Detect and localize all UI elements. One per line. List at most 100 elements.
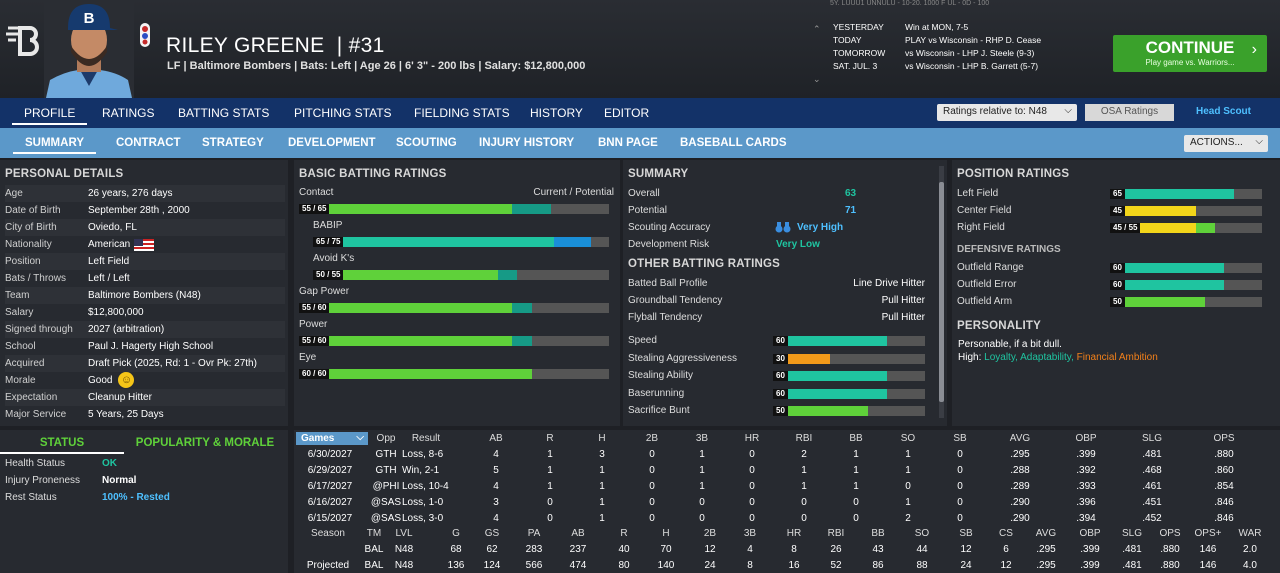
- tab-fielding-stats[interactable]: FIELDING STATS: [414, 106, 510, 120]
- tab-editor[interactable]: EDITOR: [604, 106, 650, 120]
- status-tab[interactable]: STATUS: [0, 430, 124, 454]
- game-stat: 4: [493, 481, 499, 492]
- tab-batting-stats[interactable]: BATTING STATS: [178, 106, 270, 120]
- game-stat: 0: [749, 513, 755, 524]
- game-stat: .846: [1214, 497, 1234, 508]
- chevron-up-icon[interactable]: ⌃: [813, 24, 821, 34]
- game-stat: 0: [957, 497, 963, 508]
- subtab-injury-history[interactable]: INJURY HISTORY: [479, 137, 575, 149]
- tab-pitching-stats[interactable]: PITCHING STATS: [294, 106, 392, 120]
- running-rating-name: Stealing Ability: [628, 370, 694, 381]
- continue-button[interactable]: CONTINUE Play game vs. Warriors... ›: [1113, 35, 1267, 72]
- position-bar: 45 / 55: [1110, 223, 1262, 233]
- game-date[interactable]: 6/16/2027: [307, 497, 353, 508]
- game-stat: 3: [599, 449, 605, 460]
- season-stat: 12: [1000, 560, 1012, 571]
- batting-rating-bar: 50 / 55: [313, 270, 609, 280]
- position-current-fill: [1110, 206, 1196, 216]
- season-header: 2B: [703, 528, 717, 539]
- game-header: Opp: [376, 433, 396, 444]
- position-label: 65: [1110, 189, 1125, 199]
- game-stat: 0: [957, 481, 963, 492]
- development-risk-value: Very Low: [776, 239, 820, 250]
- subtab-bnn-page[interactable]: BNN PAGE: [598, 137, 658, 149]
- running-rating-bar: 50: [773, 406, 925, 416]
- popularity-tab[interactable]: POPULARITY & MORALE: [135, 437, 275, 449]
- season-stat: 88: [916, 560, 928, 571]
- scrollbar-thumb[interactable]: [939, 182, 944, 402]
- season-stat: .295: [1036, 560, 1056, 571]
- subtab-scouting[interactable]: SCOUTING: [396, 137, 457, 149]
- game-stat: 4: [493, 449, 499, 460]
- high-label: High:: [958, 352, 982, 363]
- game-stat: .461: [1142, 481, 1162, 492]
- season-header: SLG: [1121, 528, 1142, 539]
- tab-history[interactable]: HISTORY: [530, 106, 583, 120]
- game-opp: @SAS: [370, 513, 402, 524]
- detail-row: Date of Birth September 28th , 2000: [5, 202, 285, 219]
- game-stat: 0: [649, 465, 655, 476]
- season-stat: N48: [394, 560, 414, 571]
- game-stat: 0: [957, 465, 963, 476]
- running-rating-label: 60: [773, 371, 788, 381]
- game-result: Loss, 8-6: [402, 449, 444, 460]
- potential-label: Potential: [628, 205, 667, 216]
- scrollbar[interactable]: [939, 166, 944, 418]
- tab-profile[interactable]: PROFILE: [12, 106, 88, 125]
- game-stat: .854: [1214, 481, 1234, 492]
- season-header: PA: [527, 528, 541, 539]
- game-date[interactable]: 6/17/2027: [307, 481, 353, 492]
- game-date[interactable]: 6/29/2027: [307, 465, 353, 476]
- running-rating-label: 60: [773, 388, 788, 399]
- game-stat: 0: [749, 449, 755, 460]
- game-stat: 0: [905, 481, 911, 492]
- schedule-row: SAT. JUL. 3 vs Wisconsin - LHP B. Garrett…: [818, 61, 1068, 74]
- subtab-summary[interactable]: SUMMARY: [13, 137, 96, 154]
- season-header: WAR: [1238, 528, 1262, 539]
- games-dropdown[interactable]: Games ⌵: [296, 432, 368, 445]
- osa-ratings-button[interactable]: OSA Ratings: [1085, 104, 1174, 121]
- chevron-down-icon[interactable]: ⌄: [813, 74, 821, 84]
- current-fill: [299, 204, 513, 214]
- game-header: OPS: [1213, 433, 1235, 444]
- season-header: AB: [571, 528, 585, 539]
- head-scout-button[interactable]: Head Scout: [1177, 104, 1270, 121]
- schedule-day: YESTERDAY: [833, 22, 884, 32]
- game-stat: .290: [1010, 513, 1030, 524]
- ratings-relative-select[interactable]: Ratings relative to: N48 ⌵: [937, 104, 1077, 121]
- actions-select[interactable]: ACTIONS... ⌵: [1184, 135, 1268, 152]
- detail-key: Salary: [5, 307, 34, 318]
- season-header: OPS+: [1194, 528, 1222, 539]
- game-header: BB: [849, 433, 863, 444]
- detail-row: Position Left Field: [5, 253, 285, 270]
- subtab-strategy[interactable]: STRATEGY: [202, 137, 264, 149]
- season-header: H: [662, 528, 670, 539]
- subtab-development[interactable]: DEVELOPMENT: [288, 137, 376, 149]
- schedule-event: vs Wisconsin - LHP J. Steele (9-3): [905, 48, 1035, 58]
- game-stat: 1: [699, 465, 705, 476]
- game-stat: 0: [749, 465, 755, 476]
- game-date[interactable]: 6/30/2027: [307, 449, 353, 460]
- subtab-contract[interactable]: CONTRACT: [116, 137, 181, 149]
- detail-row: Age 26 years, 276 days: [5, 185, 285, 202]
- game-stat: 1: [599, 513, 605, 524]
- defense-label: 50: [1110, 297, 1125, 307]
- detail-key: City of Birth: [5, 222, 57, 233]
- other-rating-value: Pull Hitter: [881, 295, 925, 306]
- season-stat: 566: [525, 560, 543, 571]
- game-stat: 1: [853, 449, 859, 460]
- detail-key: Acquired: [5, 358, 45, 369]
- status-panel: STATUS POPULARITY & MORALE Health Status…: [0, 430, 288, 573]
- season-stat: .295: [1036, 544, 1056, 555]
- running-rating-name: Baserunning: [628, 387, 685, 399]
- season-stat: 146: [1199, 560, 1217, 571]
- game-stat: 1: [547, 481, 553, 492]
- position-current-fill: [1110, 189, 1234, 199]
- running-fill: [773, 371, 887, 381]
- defense-fill: [1110, 280, 1224, 290]
- game-stat: .290: [1010, 497, 1030, 508]
- subtab-baseball-cards[interactable]: BASEBALL CARDS: [680, 137, 787, 149]
- game-stat: 1: [599, 465, 605, 476]
- game-date[interactable]: 6/15/2027: [307, 513, 353, 524]
- tab-ratings[interactable]: RATINGS: [102, 106, 155, 120]
